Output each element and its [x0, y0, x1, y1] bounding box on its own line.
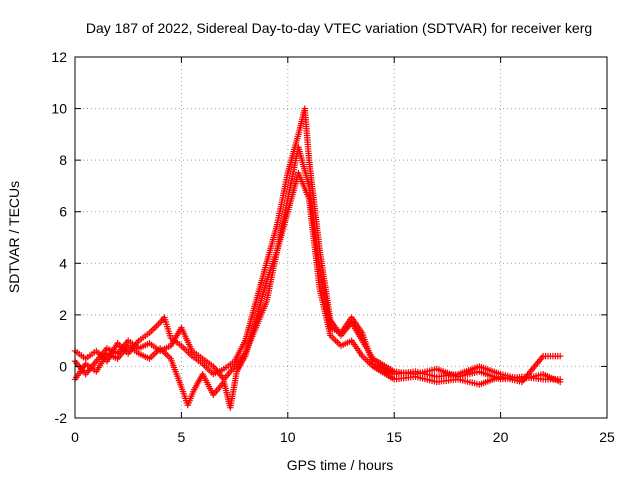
- x-tick-label: 25: [599, 429, 615, 445]
- x-axis-label: GPS time / hours: [287, 457, 394, 473]
- y-tick-label: -2: [55, 410, 68, 426]
- grid-lines: [75, 57, 607, 418]
- series-track-b: [71, 169, 564, 411]
- y-tick-label: 4: [59, 255, 67, 271]
- y-tick-label: 6: [59, 204, 67, 220]
- y-tick-label: 10: [51, 101, 67, 117]
- y-tick-label: 12: [51, 49, 67, 65]
- chart-title: Day 187 of 2022, Sidereal Day-to-day VTE…: [86, 20, 592, 36]
- y-tick-label: 2: [59, 307, 67, 323]
- y-axis-label: SDTVAR / TECUs: [6, 181, 22, 293]
- x-tick-label: 20: [493, 429, 509, 445]
- plot-frame: [74, 56, 608, 419]
- x-tick-label: 5: [178, 429, 186, 445]
- data-points: [71, 105, 564, 411]
- series-track-c: [71, 144, 564, 386]
- x-tick-label: 10: [280, 429, 296, 445]
- x-tick-label: 0: [71, 429, 79, 445]
- y-tick-label: 0: [59, 358, 67, 374]
- y-tick-label: 8: [59, 152, 67, 168]
- data-point: [556, 378, 564, 386]
- data-point: [556, 352, 564, 360]
- x-tick-label: 15: [386, 429, 402, 445]
